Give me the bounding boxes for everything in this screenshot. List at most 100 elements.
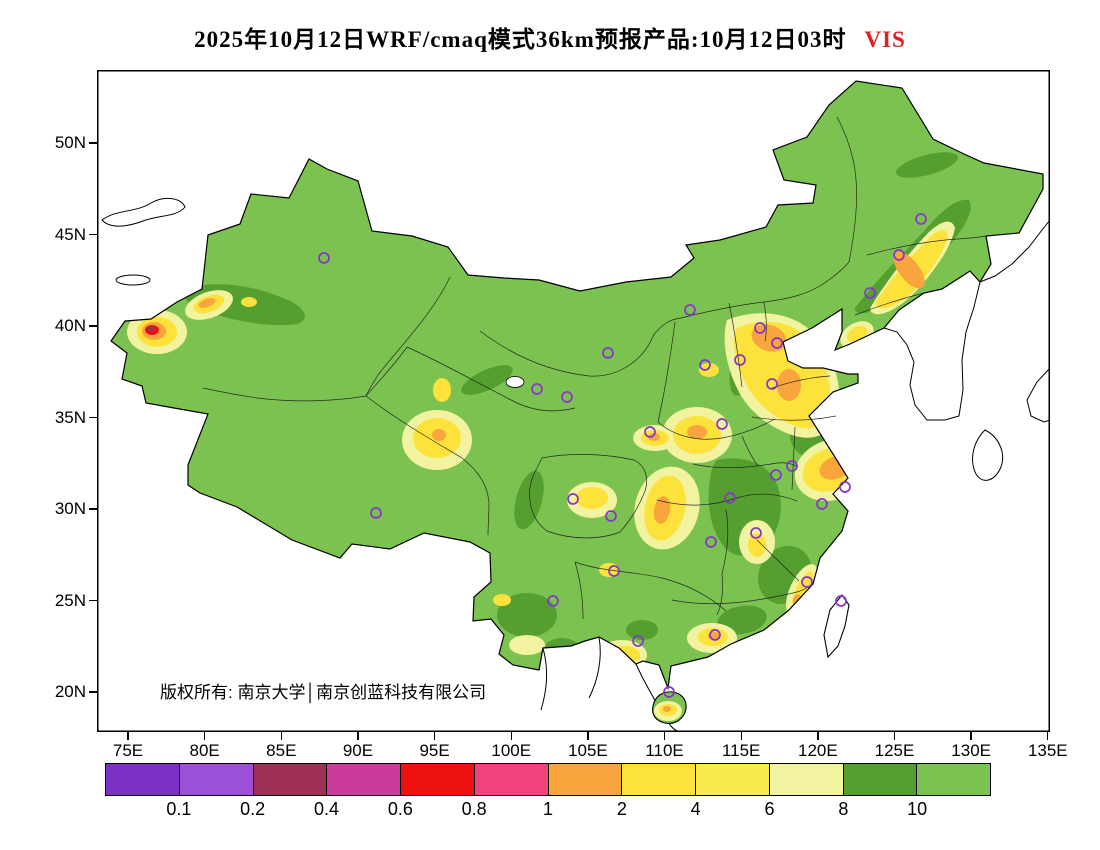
- y-axis-tick: [89, 233, 97, 236]
- x-axis-tick: [970, 732, 972, 740]
- city-marker: [608, 565, 620, 577]
- city-marker: [754, 322, 766, 334]
- x-axis-tick: [740, 732, 742, 740]
- city-marker: [318, 252, 330, 264]
- city-marker: [709, 629, 721, 641]
- japan-honshu-coastline: [1026, 367, 1050, 423]
- colorbar-label: 0.4: [313, 799, 340, 819]
- y-axis-tick: [89, 142, 97, 144]
- city-marker: [801, 576, 813, 588]
- province-boundaries: [202, 116, 987, 620]
- city-marker: [816, 498, 828, 510]
- x-axis-label: 135E: [1027, 741, 1068, 760]
- lake-balkhash-outline: [101, 197, 186, 227]
- x-axis-label: 80E: [189, 741, 220, 760]
- city-marker: [835, 595, 847, 607]
- city-marker: [684, 304, 696, 316]
- colorbar-segment: [768, 764, 843, 795]
- city-marker: [602, 347, 614, 359]
- y-axis-label: 50N: [54, 133, 86, 152]
- city-marker: [605, 510, 617, 522]
- x-axis-label: 110E: [645, 741, 684, 760]
- x-axis-tick: [1047, 732, 1049, 740]
- y-axis-tick: [89, 508, 97, 510]
- x-axis-label: 90E: [342, 741, 374, 760]
- title-variable: VIS: [864, 27, 906, 52]
- colorbar-segment: [400, 764, 474, 795]
- korea-coastline: [883, 281, 981, 421]
- contours-low-vis-core: [145, 325, 159, 335]
- colorbar-segment: [326, 764, 400, 795]
- y-axis-tick: [89, 325, 97, 327]
- colorbar-segment: [621, 764, 695, 795]
- city-marker: [915, 213, 927, 225]
- colorbar-segment: [695, 764, 769, 795]
- taiwan-island: [823, 594, 850, 659]
- china-map-svg: 版权所有: 南京大学│南京创蓝科技有限公司: [97, 70, 1050, 732]
- y-axis-tick: [89, 416, 97, 419]
- x-axis-label: 85E: [266, 741, 297, 760]
- colorbar-segment: [473, 764, 548, 795]
- city-marker: [567, 493, 579, 505]
- city-marker: [750, 527, 762, 539]
- colorbar-label: 0.2: [240, 799, 266, 819]
- x-axis-tick: [817, 732, 819, 740]
- copyright-text: 版权所有: 南京大学│南京创蓝科技有限公司: [160, 682, 486, 704]
- china-outline-fill: [111, 81, 1043, 688]
- x-axis-label: 105E: [568, 741, 608, 760]
- colorbar-label: 4: [690, 799, 701, 819]
- city-marker: [705, 536, 717, 548]
- city-marker: [632, 635, 644, 647]
- colorbar-label: 10: [907, 799, 928, 819]
- x-axis-label: 95E: [419, 741, 450, 760]
- colorbar-label: 6: [764, 799, 775, 819]
- city-marker: [839, 481, 851, 493]
- x-axis-tick: [127, 732, 129, 740]
- x-axis-label: 75E: [112, 741, 144, 760]
- x-axis-label: 115E: [721, 741, 761, 760]
- city-markers: [318, 213, 927, 698]
- colorbar-segment: [178, 764, 253, 795]
- map-plot-area: 版权所有: 南京大学│南京创蓝科技有限公司: [97, 70, 1050, 732]
- city-marker: [786, 460, 798, 472]
- city-marker: [561, 391, 573, 403]
- japan-kyushu-outline: [972, 429, 1004, 481]
- y-axis-tick: [89, 691, 97, 693]
- y-axis-label: 25N: [54, 590, 86, 610]
- lake-issykkul-outline: [115, 274, 151, 286]
- x-axis-tick: [280, 732, 282, 740]
- qinghai-lake: [505, 376, 525, 388]
- colorbar-segment: [252, 764, 327, 795]
- city-marker: [724, 492, 736, 504]
- x-axis-label: 125E: [874, 741, 915, 760]
- x-axis-tick: [357, 732, 359, 740]
- city-marker: [663, 686, 675, 698]
- y-axis-label: 40N: [54, 316, 86, 335]
- city-marker: [547, 595, 559, 607]
- colorbar-segment: [106, 764, 179, 795]
- title-text: 2025年10月12日WRF/cmaq模式36km预报产品:10月12日03时: [194, 27, 847, 52]
- colorbar-segment: [916, 764, 990, 795]
- city-marker: [893, 249, 905, 261]
- x-axis-tick: [663, 732, 666, 740]
- x-axis-label: 100E: [491, 741, 532, 760]
- city-marker: [770, 469, 782, 481]
- laos-border-line: [540, 647, 548, 711]
- city-marker: [531, 383, 543, 395]
- russia-coastline: [979, 219, 1050, 283]
- x-axis-tick: [510, 732, 512, 740]
- plot-frame: [97, 70, 1050, 732]
- y-axis-label: 20N: [54, 682, 86, 701]
- page-title: 2025年10月12日WRF/cmaq模式36km预报产品:10月12日03时 V…: [0, 20, 1100, 54]
- colorbar-label: 0.1: [166, 799, 192, 819]
- x-axis-label: 130E: [951, 741, 991, 760]
- colorbar-segment: [547, 764, 622, 795]
- y-axis-label: 45N: [54, 224, 86, 244]
- x-axis-tick: [587, 732, 589, 740]
- x-axis-label: 120E: [797, 741, 838, 760]
- x-axis-tick: [893, 732, 896, 740]
- colorbar-label: 2: [616, 799, 627, 819]
- city-marker: [771, 337, 783, 349]
- china-outline-stroke: [110, 80, 1044, 691]
